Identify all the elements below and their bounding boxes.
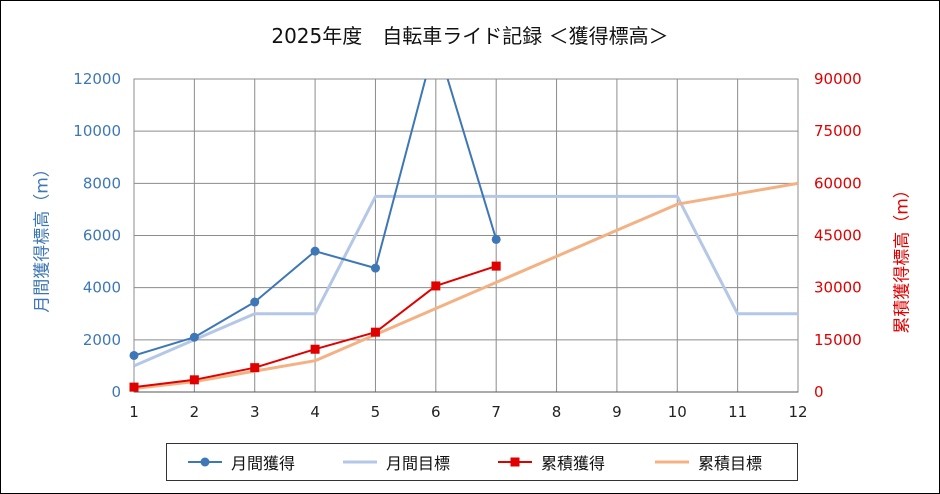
y-right-tick-label: 0: [814, 383, 824, 401]
legend-label: 月間目標: [386, 454, 451, 473]
legend-item-2: 月間目標: [342, 444, 450, 480]
data-point-1: [189, 332, 199, 342]
x-tick-label: 9: [612, 403, 622, 421]
data-point-3: [431, 281, 441, 291]
y-right-tick-label: 45000: [814, 227, 862, 245]
legend: 月間獲得 月間目標 累積獲得 累積目標: [166, 443, 798, 481]
y-right-tick-label: 30000: [814, 279, 862, 297]
chart-title: 2025年度 自転車ライド記録 ＜獲得標高＞: [271, 24, 669, 48]
y-left-tick-label: 10000: [73, 122, 121, 140]
y-left-tick-label: 8000: [83, 174, 121, 192]
x-tick-label: 7: [491, 403, 501, 421]
data-point-3: [189, 375, 199, 385]
y-right-tick-label: 75000: [814, 122, 862, 140]
y-right-tick-label: 60000: [814, 174, 862, 192]
tick-labels: 0200040006000800010000120000150003000045…: [73, 70, 861, 421]
series-line-4: [134, 181, 798, 390]
data-point-1: [491, 234, 501, 244]
x-tick-label: 1: [129, 403, 139, 421]
legend-item-3: 累積獲得: [497, 444, 605, 480]
series-line-2: [134, 194, 798, 368]
y-left-tick-label: 4000: [83, 279, 121, 297]
legend-label: 累積目標: [698, 454, 763, 473]
legend-swatch: [498, 457, 532, 467]
y-left-tick-label: 12000: [73, 70, 121, 88]
x-tick-label: 10: [668, 403, 687, 421]
y-right-tick-label: 90000: [814, 70, 862, 88]
y-right-tick-label: 15000: [814, 331, 862, 349]
legend-swatch: [343, 460, 377, 464]
legend-swatch: [188, 457, 222, 467]
x-tick-label: 6: [431, 403, 441, 421]
data-point-3: [310, 344, 320, 354]
y-left-tick-label: 6000: [83, 227, 121, 245]
data-point-1: [250, 297, 260, 307]
y-left-tick-label: 0: [111, 383, 121, 401]
x-tick-label: 3: [250, 403, 260, 421]
data-point-3: [370, 327, 380, 337]
data-point-3: [250, 363, 260, 373]
legend-label: 累積獲得: [541, 454, 606, 473]
x-tick-label: 5: [371, 403, 381, 421]
data-point-3: [491, 261, 501, 271]
y-left-tick-label: 2000: [83, 331, 121, 349]
x-tick-label: 12: [788, 403, 807, 421]
x-tick-label: 2: [190, 403, 200, 421]
legend-item-1: 月間獲得: [187, 444, 295, 480]
data-point-3: [129, 382, 139, 392]
legend-item-4: 累積目標: [654, 444, 762, 480]
x-tick-label: 8: [552, 403, 562, 421]
marker-layer: [129, 234, 501, 392]
legend-swatch: [655, 460, 689, 464]
grid: [133, 78, 799, 393]
x-tick-label: 11: [728, 403, 747, 421]
data-point-1: [129, 350, 139, 360]
x-tick-label: 4: [310, 403, 320, 421]
data-point-1: [310, 246, 320, 256]
legend-label: 月間獲得: [231, 454, 296, 473]
data-point-1: [370, 263, 380, 273]
